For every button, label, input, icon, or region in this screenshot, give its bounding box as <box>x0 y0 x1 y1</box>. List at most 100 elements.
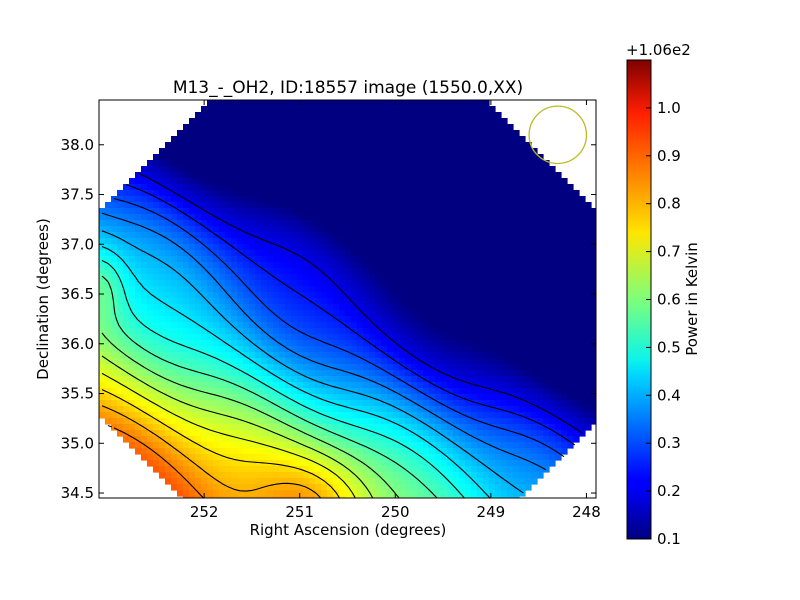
heatmap-cell <box>237 136 244 143</box>
heatmap-cell <box>381 328 388 335</box>
heatmap-cell <box>231 448 238 455</box>
heatmap-cell <box>135 388 142 395</box>
heatmap-cell <box>183 430 190 437</box>
heatmap-cell <box>225 232 232 239</box>
heatmap-cell <box>183 226 190 233</box>
heatmap-cell <box>351 472 358 479</box>
heatmap-cell <box>417 472 424 479</box>
heatmap-cell <box>225 490 232 497</box>
heatmap-cell <box>459 112 466 119</box>
heatmap-cell <box>429 394 436 401</box>
heatmap-cell <box>315 262 322 269</box>
heatmap-cell <box>159 418 166 425</box>
heatmap-cell <box>171 310 178 317</box>
heatmap-cell <box>453 370 460 377</box>
heatmap-cell <box>213 100 220 107</box>
heatmap-cell <box>531 238 538 245</box>
heatmap-cell <box>381 184 388 191</box>
heatmap-cell <box>507 124 514 131</box>
heatmap-cell <box>315 298 322 305</box>
heatmap-cell <box>315 190 322 197</box>
heatmap-cell <box>513 166 520 173</box>
heatmap-cell <box>525 358 532 365</box>
heatmap-cell <box>267 208 274 215</box>
heatmap-cell <box>123 202 130 209</box>
heatmap-cell <box>447 460 454 467</box>
heatmap-cell <box>369 298 376 305</box>
heatmap-cell <box>285 100 292 107</box>
heatmap-cell <box>507 250 514 257</box>
heatmap-cell <box>321 430 328 437</box>
heatmap-cell <box>555 340 562 347</box>
heatmap-cell <box>261 424 268 431</box>
heatmap-cell <box>501 178 508 185</box>
heatmap-cell <box>279 202 286 209</box>
heatmap-cell <box>363 406 370 413</box>
heatmap-cell <box>495 292 502 299</box>
heatmap-cell <box>543 166 550 173</box>
heatmap-cell <box>435 334 442 341</box>
heatmap-cell <box>399 394 406 401</box>
heatmap-cell <box>297 442 304 449</box>
heatmap-cell <box>105 418 112 425</box>
heatmap-cell <box>207 376 214 383</box>
heatmap-cell <box>315 232 322 239</box>
heatmap-cell <box>303 172 310 179</box>
heatmap-cell <box>315 226 322 233</box>
heatmap-cell <box>345 154 352 161</box>
heatmap-cell <box>483 286 490 293</box>
heatmap-cell <box>231 358 238 365</box>
heatmap-cell <box>261 376 268 383</box>
heatmap-cell <box>573 436 580 443</box>
heatmap-cell <box>291 244 298 251</box>
heatmap-cell <box>387 160 394 167</box>
heatmap-cell <box>591 304 596 311</box>
heatmap-cell <box>549 322 556 329</box>
heatmap-cell <box>435 148 442 155</box>
heatmap-cell <box>381 226 388 233</box>
heatmap-cell <box>561 316 568 323</box>
heatmap-cell <box>345 100 352 107</box>
heatmap-cell <box>393 214 400 221</box>
heatmap-cell <box>501 478 508 485</box>
heatmap-cell <box>267 148 274 155</box>
heatmap-cell <box>555 232 562 239</box>
heatmap-cell <box>453 136 460 143</box>
heatmap-cell <box>165 448 172 455</box>
heatmap-cell <box>117 364 124 371</box>
heatmap-cell <box>429 148 436 155</box>
heatmap-cell <box>561 376 568 383</box>
heatmap-cell <box>489 352 496 359</box>
heatmap-cell <box>135 298 142 305</box>
heatmap-cell <box>579 340 586 347</box>
heatmap-cell <box>447 406 454 413</box>
heatmap-cell <box>405 178 412 185</box>
heatmap-cell <box>351 166 358 173</box>
heatmap-cell <box>393 106 400 113</box>
heatmap-cell <box>405 112 412 119</box>
heatmap-cell <box>483 250 490 257</box>
heatmap-cell <box>195 208 202 215</box>
heatmap-cell <box>267 352 274 359</box>
heatmap-cell <box>585 334 592 341</box>
heatmap-cell <box>495 190 502 197</box>
heatmap-cell <box>333 292 340 299</box>
heatmap-cell <box>351 112 358 119</box>
heatmap-cell <box>249 322 256 329</box>
heatmap-cell <box>201 244 208 251</box>
heatmap-cell <box>207 358 214 365</box>
heatmap-cell <box>201 358 208 365</box>
heatmap-cell <box>165 142 172 149</box>
heatmap-cell <box>465 208 472 215</box>
heatmap-cell <box>267 166 274 173</box>
heatmap-cell <box>153 358 160 365</box>
heatmap-cell <box>165 256 172 263</box>
heatmap-cell <box>195 214 202 221</box>
heatmap-cell <box>495 262 502 269</box>
heatmap-cell <box>537 268 544 275</box>
heatmap-cell <box>471 214 478 221</box>
heatmap-cell <box>261 142 268 149</box>
heatmap-cell <box>291 484 298 491</box>
heatmap-cell <box>537 376 544 383</box>
heatmap-cell <box>537 226 544 233</box>
